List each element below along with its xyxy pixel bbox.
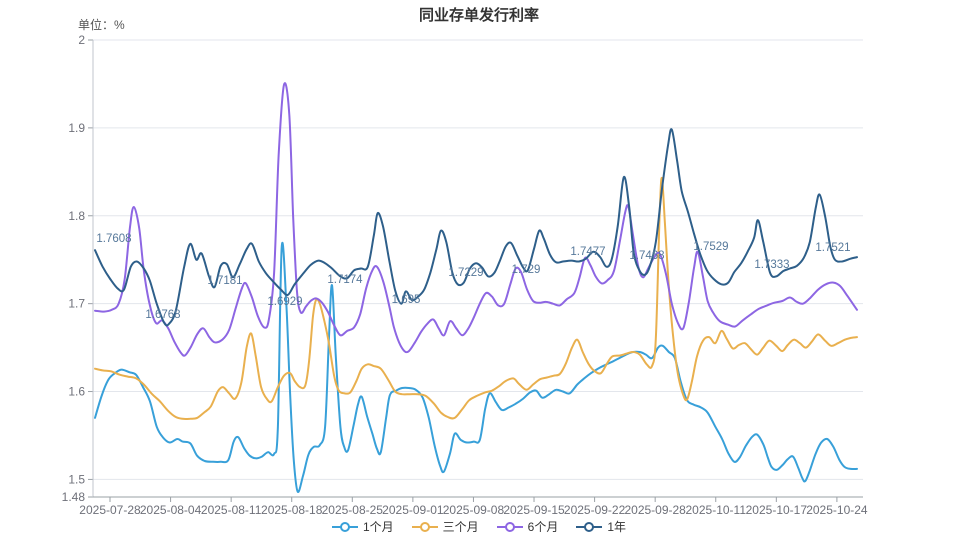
y-tick-label: 1.48 (62, 490, 86, 504)
point-label: 1.7468 (629, 250, 664, 262)
x-tick-label: 2025-08-04 (140, 503, 202, 517)
x-tick-label: 2025-10-17 (746, 503, 808, 517)
legend-line-circle-icon (576, 521, 603, 532)
point-label: 1.7174 (327, 274, 363, 286)
x-tick-label: 2025-10-24 (806, 503, 868, 517)
legend-item-6个月[interactable]: 6个月 (496, 518, 559, 535)
point-label: 1.7477 (570, 246, 605, 258)
series-line-6个月 (94, 82, 858, 357)
series-line-1个月 (94, 242, 858, 493)
point-label: 1.729 (512, 264, 541, 276)
point-label: 1.6929 (267, 296, 302, 308)
point-label: 1.7181 (207, 275, 242, 287)
x-tick-label: 2025-09-22 (564, 503, 626, 517)
y-tick-label: 1.7 (68, 297, 85, 311)
chart-title: 同业存单发行利率 (418, 7, 539, 24)
x-tick-label: 2025-09-01 (382, 503, 444, 517)
point-label: 1.7608 (96, 233, 131, 245)
legend-item-1个月[interactable]: 1个月 (331, 518, 394, 535)
legend-line-circle-icon (496, 521, 523, 532)
point-label: 1.6768 (145, 309, 180, 321)
legend-label: 6个月 (527, 520, 559, 534)
y-tick-label: 1.6 (68, 385, 85, 399)
series-line-三个月 (94, 176, 858, 420)
y-tick-label: 2 (78, 33, 85, 47)
x-tick-label: 2025-09-15 (503, 503, 565, 517)
point-label: 1.695 (392, 294, 421, 306)
x-tick-label: 2025-10-11 (686, 503, 747, 517)
y-tick-label: 1.5 (68, 472, 85, 486)
legend-line-circle-icon (331, 521, 358, 532)
legend-item-三个月[interactable]: 三个月 (411, 518, 479, 535)
x-tick-label: 2025-09-08 (443, 503, 505, 517)
x-tick-label: 2025-08-11 (201, 503, 262, 517)
point-label: 1.7521 (815, 242, 850, 254)
x-tick-label: 2025-07-28 (79, 503, 141, 517)
legend-label: 三个月 (442, 520, 479, 534)
y-tick-label: 1.8 (68, 209, 85, 223)
legend-label: 1个月 (362, 520, 394, 534)
x-tick-label: 2025-09-28 (624, 503, 686, 517)
x-tick-label: 2025-08-18 (261, 503, 323, 517)
unit-label: 单位：% (78, 18, 125, 32)
y-tick-label: 1.9 (68, 121, 85, 135)
legend-label: 1年 (607, 520, 627, 534)
point-label: 1.7529 (693, 241, 728, 253)
x-tick-label: 2025-08-25 (322, 503, 384, 517)
legend-item-1年[interactable]: 1年 (576, 518, 626, 535)
series-line-1年 (94, 128, 858, 327)
legend: 1个月 三个月 6个月 1年 (0, 518, 958, 535)
point-label: 1.7229 (448, 267, 483, 279)
point-label: 1.7333 (754, 259, 789, 271)
legend-line-circle-icon (411, 521, 438, 532)
